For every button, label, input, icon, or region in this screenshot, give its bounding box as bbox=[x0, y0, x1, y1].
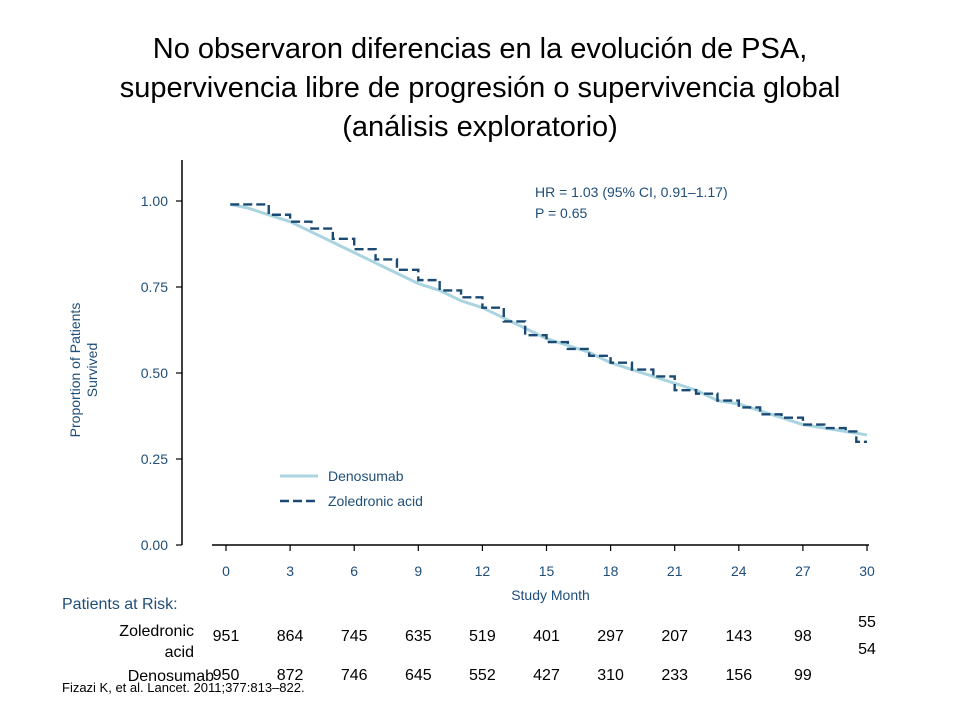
hr-annotation: HR = 1.03 (95% CI, 0.91–1.17) bbox=[535, 184, 728, 200]
risk-row-name-denosumab: Denosumab bbox=[60, 666, 214, 687]
x-tick-label: 6 bbox=[350, 563, 358, 579]
x-tick-label: 27 bbox=[795, 563, 811, 579]
x-tick-label: 3 bbox=[286, 563, 294, 579]
risk-table-cell: 552 bbox=[469, 667, 496, 684]
risk-table-heading: Patients at Risk: bbox=[62, 596, 178, 613]
risk-table-cell: 519 bbox=[469, 628, 496, 645]
risk-table-cell: 645 bbox=[404, 667, 432, 684]
risk-table-cell: 401 bbox=[533, 628, 560, 645]
risk-row-name-line: Denosumab bbox=[127, 668, 214, 685]
y-axis-label-line: Proportion of Patients bbox=[67, 303, 83, 438]
risk-table-cell: 156 bbox=[725, 667, 753, 684]
series-line-0 bbox=[229, 202, 868, 437]
x-tick-label: 12 bbox=[475, 563, 491, 579]
y-tick-label: 0.00 bbox=[141, 537, 168, 553]
x-tick-label: 15 bbox=[539, 563, 555, 579]
risk-table-cell: 872 bbox=[276, 667, 304, 684]
x-tick-label: 21 bbox=[667, 563, 683, 579]
risk-table-cell: 950 bbox=[212, 667, 240, 684]
legend-label: Denosumab bbox=[328, 468, 404, 484]
risk-table-cell: 233 bbox=[661, 667, 689, 684]
risk-table-cell: 207 bbox=[661, 628, 689, 645]
page-title: No observaron diferencias en la evolució… bbox=[40, 30, 920, 147]
citation: Fizazi K, et al. Lancet. 2011;377:813–82… bbox=[62, 680, 305, 695]
risk-table-cell: 746 bbox=[340, 667, 368, 684]
risk-table-cell: 99 bbox=[793, 667, 812, 684]
risk-table-cell: 143 bbox=[725, 628, 753, 645]
risk-table-cell: 951 bbox=[212, 628, 240, 645]
title-line: (análisis exploratorio) bbox=[342, 111, 618, 143]
risk-row-name-zoledronic: Zoledronic acid bbox=[60, 621, 194, 663]
risk-table-cell: 427 bbox=[533, 667, 560, 684]
y-axis-label-line: Survived bbox=[84, 343, 100, 397]
risk-table-cell: 98 bbox=[793, 628, 812, 645]
risk-table-cell: 55 bbox=[858, 614, 876, 631]
risk-table-cell: 745 bbox=[340, 628, 368, 645]
series-line-1 bbox=[230, 203, 867, 443]
y-tick-label: 0.50 bbox=[141, 365, 168, 381]
risk-table-cell: 635 bbox=[404, 628, 432, 645]
x-tick-label: 24 bbox=[731, 563, 747, 579]
legend-label: Zoledronic acid bbox=[328, 493, 423, 509]
risk-table-cell: 54 bbox=[858, 641, 876, 658]
hr-annotation: P = 0.65 bbox=[535, 205, 588, 221]
risk-table-cell: 864 bbox=[276, 628, 304, 645]
risk-table-cell: 297 bbox=[597, 628, 624, 645]
y-tick-label: 0.25 bbox=[141, 451, 168, 467]
x-tick-label: 18 bbox=[603, 563, 619, 579]
x-axis-label: Study Month bbox=[511, 587, 590, 603]
risk-row-name-line: acid bbox=[164, 644, 194, 661]
x-tick-label: 30 bbox=[859, 563, 875, 579]
y-tick-label: 0.75 bbox=[141, 279, 168, 295]
x-tick-label: 0 bbox=[222, 563, 230, 579]
x-tick-label: 9 bbox=[414, 563, 422, 579]
risk-table-cell: 310 bbox=[597, 667, 624, 684]
y-tick-label: 1.00 bbox=[141, 193, 168, 209]
title-line: supervivencia libre de progresión o supe… bbox=[119, 72, 841, 104]
y-axis-label: Proportion of PatientsSurvived bbox=[67, 303, 100, 438]
risk-row-name-line: Zoledronic bbox=[119, 623, 194, 640]
title-line: No observaron diferencias en la evolució… bbox=[152, 33, 808, 65]
